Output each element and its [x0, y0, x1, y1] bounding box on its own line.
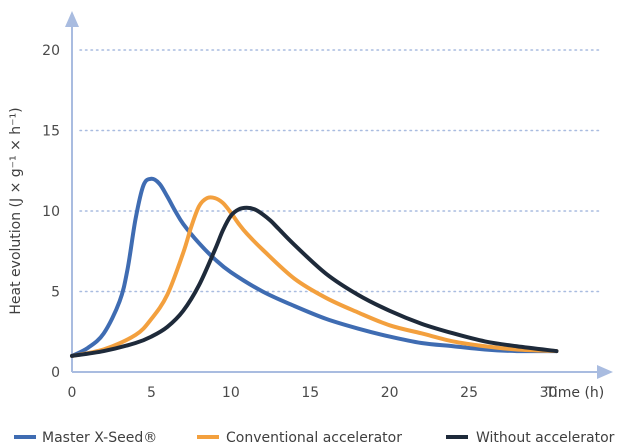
y-tick-labels: 0 5 10 15 20 — [42, 43, 60, 381]
series-line-without-accelerator — [70, 205, 559, 358]
y-axis-arrow — [65, 11, 79, 27]
y-tick-label: 15 — [42, 124, 60, 140]
x-tick-label: 30 — [540, 385, 558, 401]
legend: Master X-Seed® Conventional accelerator … — [14, 430, 615, 446]
x-axis-arrow — [597, 365, 613, 379]
legend-label-without-accelerator: Without accelerator — [476, 430, 615, 446]
y-tick-label: 10 — [42, 204, 60, 220]
legend-label-conventional-accelerator: Conventional accelerator — [226, 430, 402, 446]
x-tick-label: 25 — [460, 385, 478, 401]
x-tick-label: 10 — [222, 385, 240, 401]
x-tick-label: 0 — [68, 385, 77, 401]
x-tick-label: 5 — [147, 385, 156, 401]
y-tick-label: 0 — [51, 365, 60, 381]
series-lines — [70, 176, 559, 358]
series-line-conventional-accelerator — [70, 195, 559, 358]
x-tick-label: 20 — [381, 385, 399, 401]
y-axis-title: Heat evolution (J × g⁻¹ × h⁻¹) — [8, 107, 24, 314]
y-tick-label: 5 — [51, 285, 60, 301]
y-tick-label: 20 — [42, 43, 60, 59]
series-line-master-x-seed — [70, 176, 559, 358]
x-axis-title: Time (h) — [545, 385, 605, 401]
x-tick-label: 15 — [301, 385, 319, 401]
axes — [65, 11, 613, 379]
grid-lines — [79, 49, 601, 293]
x-tick-labels: 0 5 10 15 20 25 30 — [68, 385, 558, 401]
legend-label-master-x-seed: Master X-Seed® — [42, 430, 157, 446]
